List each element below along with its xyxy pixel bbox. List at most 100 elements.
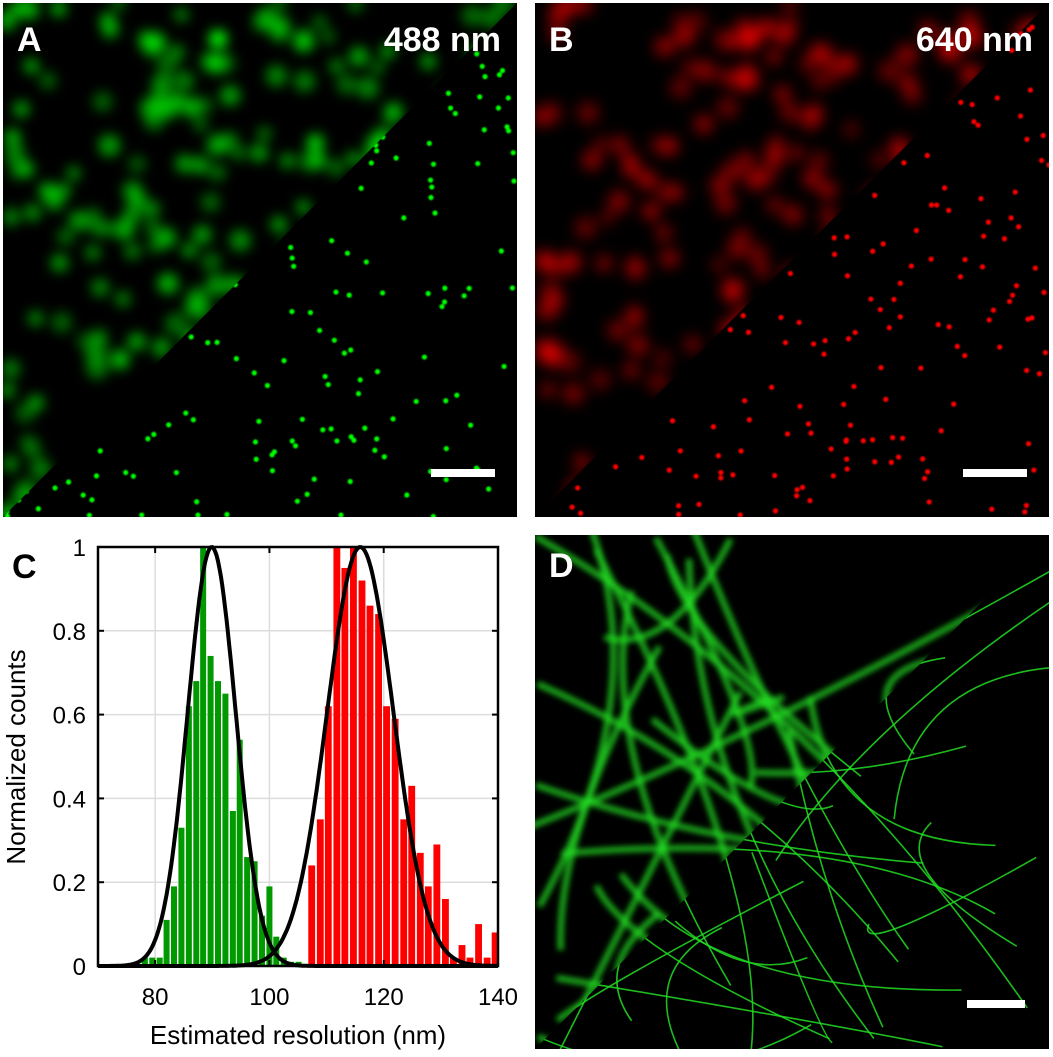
bead-spot — [794, 493, 800, 499]
bead-spot — [93, 473, 100, 479]
bead-spot — [374, 436, 380, 442]
bead-spot — [1046, 162, 1049, 168]
bead-spot — [482, 74, 488, 80]
bead-spot — [870, 248, 876, 254]
bead-spot — [445, 90, 452, 96]
bead-spot — [404, 492, 410, 498]
blurred-spot — [780, 103, 799, 122]
blurred-spot — [673, 28, 692, 47]
bead-spot — [847, 422, 854, 428]
blurred-spot — [220, 85, 241, 106]
bead-spot — [173, 469, 180, 476]
filament-blurred — [673, 918, 809, 968]
bead-spot — [97, 448, 103, 454]
blurred-spot — [822, 56, 840, 74]
bead-spot — [1042, 349, 1049, 356]
blurred-spot — [3, 382, 15, 398]
bead-spot — [151, 431, 157, 437]
bead-spot — [1009, 47, 1015, 53]
blurred-spot — [747, 244, 768, 265]
bead-spot — [346, 292, 352, 298]
bead-spot — [925, 469, 931, 475]
blurred-spot — [767, 197, 783, 213]
bead-spot — [797, 403, 803, 409]
x-tick-label: 80 — [142, 984, 169, 1011]
blurred-spot — [754, 20, 772, 38]
blurred-spot — [24, 441, 43, 460]
histogram-bar — [251, 861, 258, 966]
blurred-spot — [296, 200, 311, 215]
bead-spot — [139, 512, 145, 517]
bead-image-640 — [535, 3, 1049, 517]
bead-spot — [920, 456, 926, 462]
blurred-spot — [169, 92, 185, 108]
bead-spot — [1008, 215, 1014, 221]
blurred-spot — [205, 274, 228, 297]
bead-spot — [35, 506, 41, 512]
bead-spot — [442, 285, 448, 291]
bead-image-488 — [3, 3, 517, 517]
histogram-bar — [170, 886, 178, 966]
bead-spot — [772, 472, 778, 479]
panel-letter-b: B — [549, 21, 574, 59]
blurred-spot — [142, 200, 161, 218]
bead-spot — [877, 306, 883, 313]
bead-spot — [505, 95, 511, 101]
blurred-spot — [575, 217, 597, 239]
filament — [918, 821, 1018, 947]
blurred-spot — [150, 90, 169, 109]
blurred-spot — [191, 156, 210, 174]
bead-spot — [355, 391, 362, 397]
blurred-spot — [596, 255, 612, 272]
wavelength-label-640: 640 nm — [915, 21, 1033, 59]
bead-spot — [194, 499, 200, 505]
blurred-spot — [669, 76, 692, 99]
panel-letter-c: C — [12, 548, 37, 586]
blurred-spot — [181, 243, 197, 258]
blurred-spot — [563, 383, 584, 404]
panel-a-488nm-image: A 488 nm — [3, 3, 517, 517]
bead-spot — [830, 473, 836, 479]
blurred-spot — [461, 4, 484, 27]
blurred-spot — [712, 257, 727, 272]
blurred-spot — [799, 107, 822, 130]
bead-spot — [479, 63, 485, 69]
blurred-spot — [623, 362, 640, 379]
histogram-bar — [350, 547, 357, 966]
bead-spot — [1031, 467, 1037, 473]
blurred-spot — [144, 219, 161, 235]
blurred-spot — [279, 153, 296, 169]
bead-spot — [822, 337, 828, 344]
histogram-bar — [408, 785, 416, 966]
blurred-spot — [3, 10, 17, 31]
y-tick-label: 0.2 — [53, 870, 86, 897]
bead-spot — [430, 513, 436, 517]
bead-spot — [432, 210, 438, 216]
blurred-spot — [122, 180, 143, 201]
bead-spot — [425, 290, 431, 297]
histogram-bar — [185, 706, 192, 966]
bead-spot — [190, 417, 196, 423]
bead-spot — [454, 392, 460, 398]
bead-spot — [718, 475, 724, 481]
blurred-spot — [600, 210, 615, 225]
blurred-spot — [781, 3, 798, 13]
blurred-spot — [737, 68, 759, 91]
bead-spot — [1017, 113, 1024, 119]
blurred-spot — [710, 176, 729, 195]
blurred-spot — [654, 36, 675, 57]
histogram-bar — [416, 852, 424, 966]
bead-spot — [928, 256, 934, 262]
bead-spot — [799, 484, 806, 490]
filament — [556, 977, 943, 1048]
bead-spot — [666, 467, 672, 473]
bead-spot — [195, 512, 201, 517]
blurred-spot — [383, 107, 401, 125]
bead-spot — [844, 273, 851, 279]
blurred-spot — [56, 227, 75, 246]
bead-spot — [676, 511, 682, 517]
y-tick-label: 0 — [73, 954, 86, 981]
blurred-spot — [115, 291, 131, 307]
bead-spot — [962, 256, 968, 263]
blurred-spot — [889, 137, 910, 158]
